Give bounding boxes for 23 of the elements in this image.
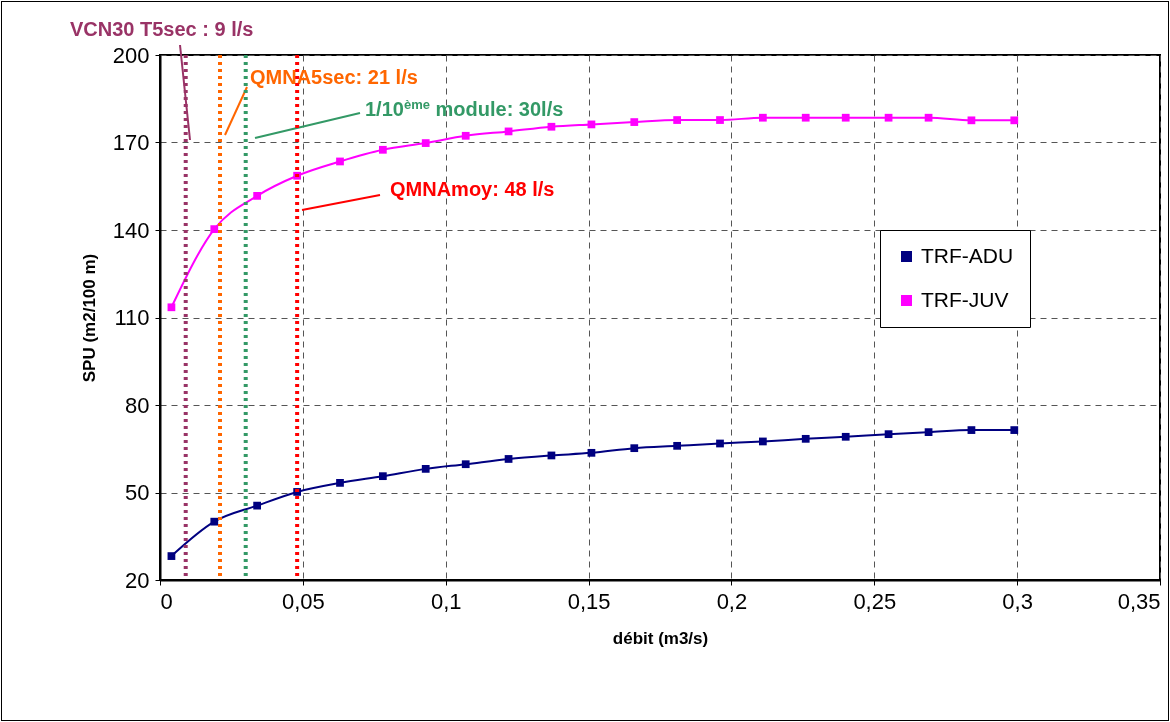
x-tick-label: 0,2	[716, 588, 748, 614]
x-tick-label: 0,05	[281, 588, 325, 614]
y-tick-label: 140	[112, 217, 150, 243]
ref-line-label: QMNA5sec: 21 l/s	[250, 66, 418, 88]
x-tick-label: 0	[160, 588, 173, 614]
y-tick-label: 170	[112, 130, 150, 155]
ref-line-label: 1/10$^{ème}$ module: 30l/s	[365, 96, 564, 120]
y-tick-label: 200	[112, 42, 150, 68]
x-axis-title: débit (m3/s)	[612, 628, 709, 648]
x-tick-label: 0,1	[430, 588, 462, 614]
y-tick-label: 50	[125, 480, 150, 505]
x-tick-label: 0,25	[853, 588, 897, 614]
legend-label: TRF-JUV	[921, 287, 1009, 311]
ref-line-label: VCN30 T5sec : 9 l/s	[70, 18, 254, 40]
y-tick-label: 80	[125, 392, 150, 418]
x-tick-label: 0,35	[1117, 588, 1161, 614]
x-tick-label: 0,15	[567, 588, 611, 614]
y-tick-label: 20	[125, 567, 150, 593]
x-tick-label: 0,3	[1002, 588, 1033, 614]
y-axis-title: SPU (m2/100 m)	[79, 253, 99, 383]
y-tick-label: 110	[114, 305, 150, 330]
ref-line-label: QMNAmoy: 48 l/s	[390, 178, 555, 200]
legend-label: TRF-ADU	[921, 243, 1014, 267]
